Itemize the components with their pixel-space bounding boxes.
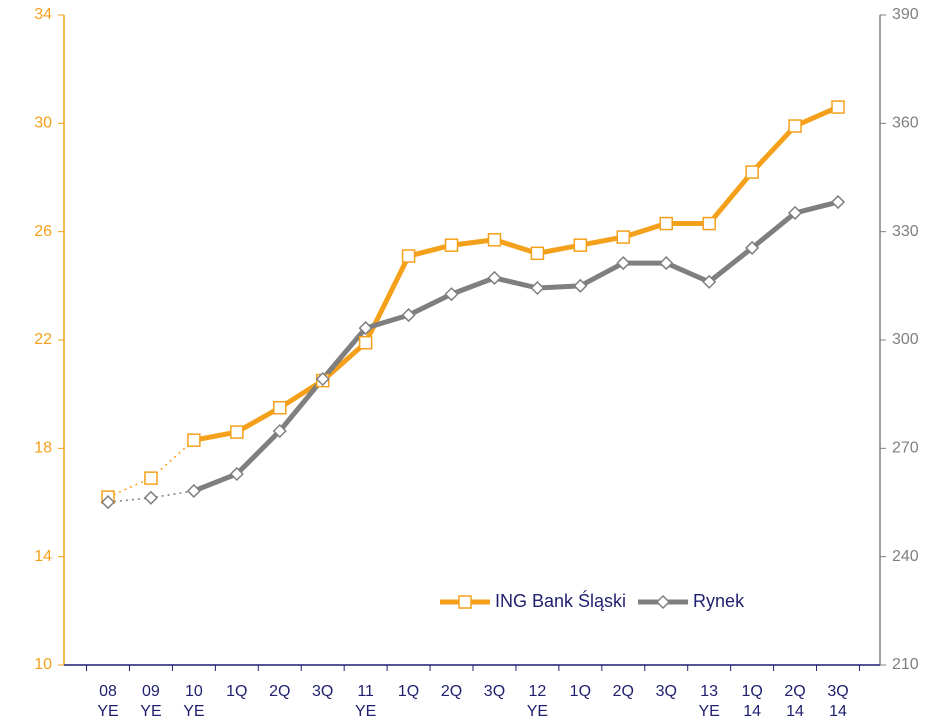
legend-label: Rynek (693, 591, 745, 611)
legend-label: ING Bank Śląski (495, 590, 626, 611)
marker (187, 433, 201, 447)
y-tick-label: 34 (34, 6, 52, 23)
y-tick-label: 10 (34, 656, 52, 673)
x-tick-label: 3Q (484, 683, 505, 700)
x-tick-label: 2Q 14 (784, 683, 805, 720)
marker (229, 466, 244, 482)
marker (358, 335, 373, 350)
y2-tick-label: 300 (892, 331, 919, 348)
marker (830, 194, 846, 210)
marker (702, 216, 716, 231)
marker (186, 483, 201, 499)
x-tick-label: 1Q 14 (741, 683, 762, 720)
y-tick-label: 22 (34, 331, 52, 348)
x-tick-label: 12 YE (527, 683, 548, 720)
marker (530, 246, 545, 261)
x-tick-label: 2Q (269, 683, 290, 700)
marker (444, 238, 459, 252)
marker (616, 230, 631, 244)
x-tick-label: 11 YE (355, 683, 376, 720)
marker (831, 100, 845, 114)
marker (401, 249, 416, 263)
marker (487, 270, 502, 285)
x-tick-label: 3Q 14 (827, 683, 848, 720)
y-tick-label: 18 (34, 440, 52, 457)
line (193, 104, 840, 443)
y-tick-label: 26 (34, 223, 52, 240)
marker (573, 238, 588, 252)
x-tick-label: 2Q (613, 683, 634, 700)
marker (272, 423, 287, 439)
x-tick-label: 08 YE (97, 683, 118, 720)
y-tick-label: 14 (34, 548, 52, 565)
legend-marker (458, 595, 472, 609)
marker (659, 216, 673, 231)
marker (787, 205, 803, 220)
x-tick-label: 09 YE (140, 683, 161, 720)
marker (401, 308, 416, 323)
x-tick-label: 2Q (441, 683, 462, 700)
x-tick-label: 1Q (398, 683, 419, 700)
x-tick-label: 13 YE (699, 683, 720, 720)
y2-tick-label: 390 (892, 6, 919, 23)
marker (144, 471, 158, 485)
x-tick-label: 3Q (656, 683, 677, 700)
legend-marker (655, 594, 671, 610)
x-tick-label: 1Q (570, 683, 591, 700)
marker (745, 240, 760, 255)
line (192, 199, 839, 494)
line-dotted (107, 439, 195, 498)
marker (745, 165, 759, 179)
marker (100, 495, 116, 510)
marker (616, 256, 631, 271)
marker (230, 425, 244, 439)
marker (487, 233, 502, 247)
marker (573, 278, 588, 293)
y2-tick-label: 330 (892, 223, 919, 240)
marker (315, 371, 330, 387)
marker (358, 321, 373, 336)
y-tick-label: 30 (34, 115, 52, 132)
marker (659, 256, 674, 271)
y2-tick-label: 360 (892, 115, 919, 132)
y2-tick-label: 240 (892, 548, 919, 565)
marker (702, 274, 717, 289)
y2-tick-label: 210 (892, 656, 919, 673)
x-tick-label: 1Q (226, 683, 247, 700)
marker (444, 287, 459, 302)
x-tick-label: 3Q (312, 683, 333, 700)
x-tick-label: 10 YE (183, 683, 204, 720)
marker (143, 490, 159, 505)
marker (530, 280, 545, 296)
marker (273, 400, 287, 415)
marker (788, 119, 802, 133)
y2-tick-label: 270 (892, 440, 919, 457)
